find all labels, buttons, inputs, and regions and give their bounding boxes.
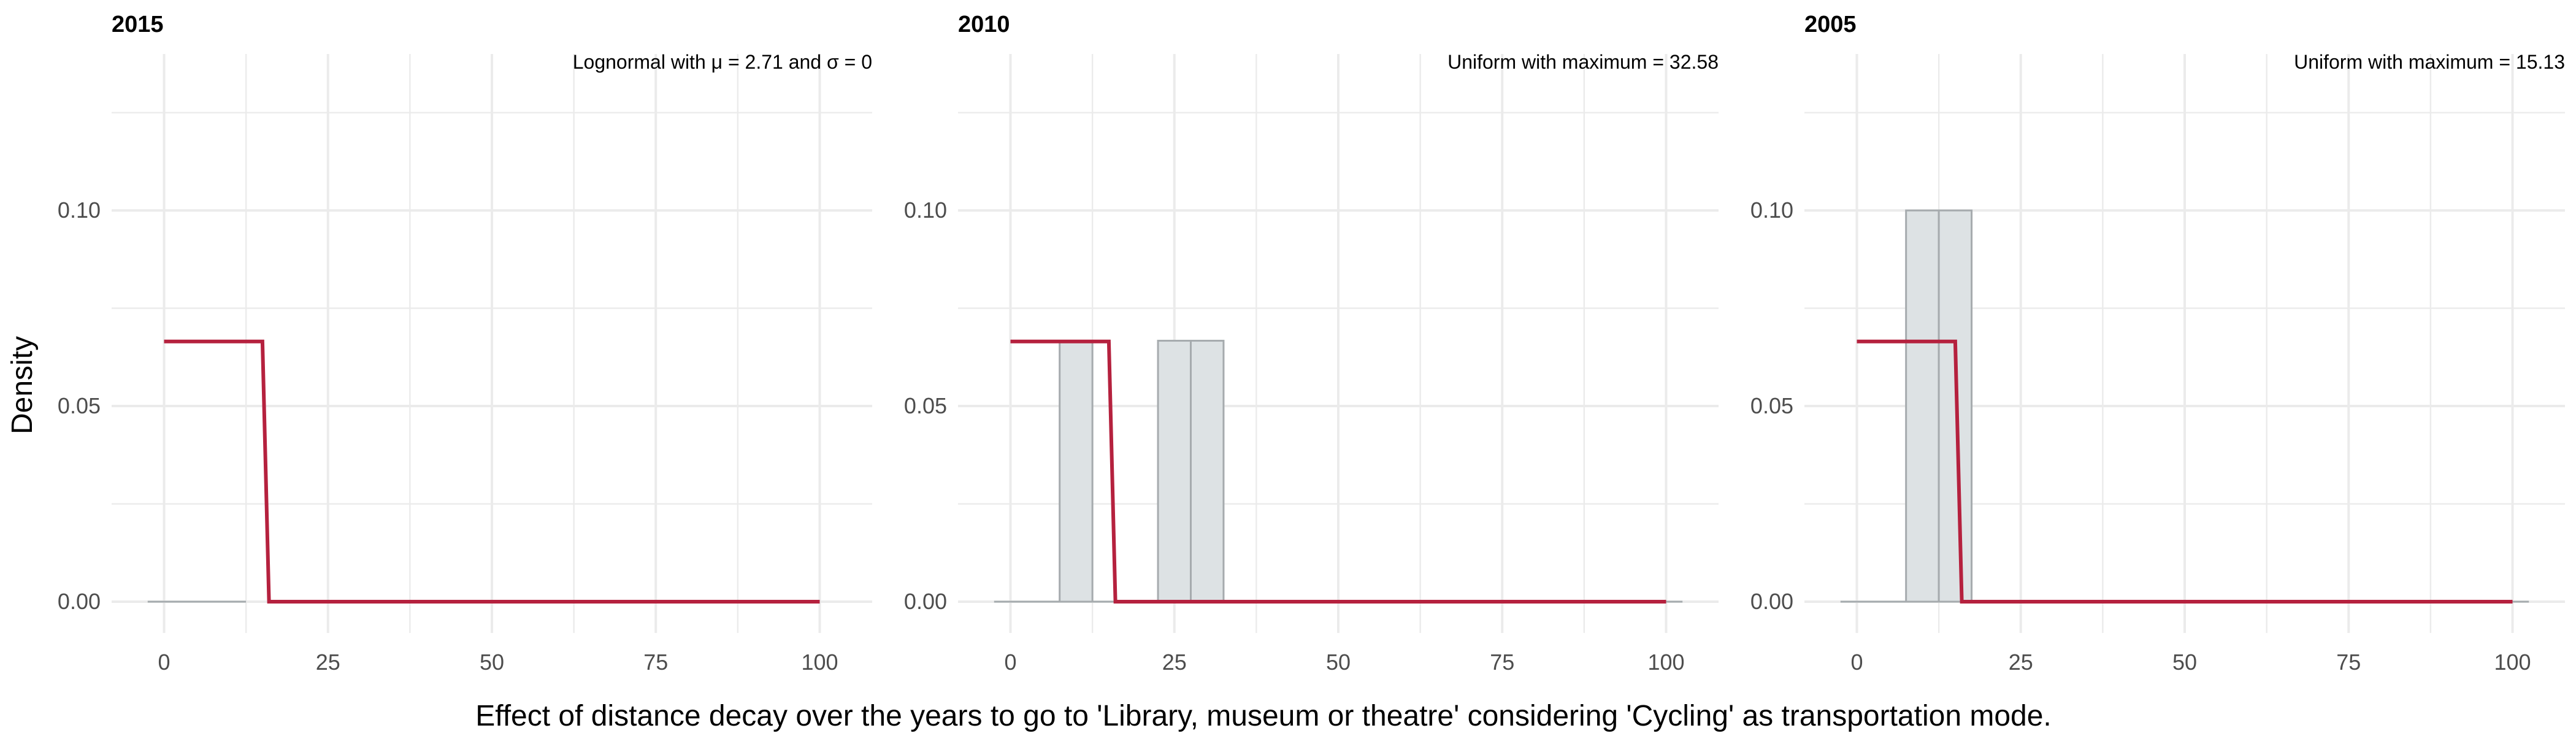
density-curve: [164, 339, 820, 604]
x-tick-label: 100: [1647, 650, 1684, 675]
y-tick-label: 0.05: [904, 393, 947, 418]
x-tick-label: 50: [2172, 650, 2197, 675]
y-axis-title: Density: [6, 336, 39, 434]
y-tick-label: 0.10: [1750, 197, 1793, 223]
panel-2005: 0 25 50 75 100 0.00 0.05 0.10 2005 Uniform with m…: [1750, 12, 2565, 675]
panel-annotation: Lognormal with μ = 2.71 and σ = 0: [573, 51, 872, 73]
histogram-bar: [1905, 209, 1940, 603]
histogram-bar: [1189, 340, 1225, 603]
panel-title: 2015: [112, 12, 164, 37]
x-tick-label: 25: [2009, 650, 2033, 675]
panel-2015: 0 25 50 75 100 0.00 0.05 0.10 2015 Lognormal with…: [58, 12, 872, 675]
x-tick-label: 50: [480, 650, 504, 675]
panels-group: 0 25 50 75 100 0.00 0.05 0.10 2015 Lognormal with…: [58, 12, 2565, 675]
density-curve: [1857, 339, 2513, 604]
panel-title: 2010: [958, 12, 1010, 37]
histogram-bar: [1157, 340, 1192, 603]
panel-annotation: Uniform with maximum = 32.58: [1447, 51, 1719, 73]
x-axis-title: Effect of distance decay over the years …: [475, 700, 2052, 732]
y-tick-label: 0.00: [1750, 589, 1793, 614]
y-tick-label: 0.10: [904, 197, 947, 223]
x-tick-label: 0: [1005, 650, 1017, 675]
x-tick-label: 100: [801, 650, 838, 675]
x-tick-label: 50: [1326, 650, 1351, 675]
y-tick-label: 0.05: [58, 393, 101, 418]
x-tick-label: 75: [1490, 650, 1514, 675]
y-tick-label: 0.10: [58, 197, 101, 223]
panel-title: 2005: [1804, 12, 1857, 37]
x-tick-label: 75: [2336, 650, 2361, 675]
y-tick-label: 0.05: [1750, 393, 1793, 418]
density-curve: [1010, 339, 1666, 604]
x-tick-label: 100: [2494, 650, 2531, 675]
x-tick-label: 0: [1851, 650, 1863, 675]
y-tick-label: 0.00: [58, 589, 101, 614]
x-tick-label: 25: [316, 650, 340, 675]
x-tick-label: 25: [1162, 650, 1187, 675]
histogram-bar: [1059, 340, 1094, 603]
panel-annotation: Uniform with maximum = 15.13: [2294, 51, 2565, 73]
x-tick-label: 0: [158, 650, 171, 675]
panel-2010: 0 25 50 75 100 0.00 0.05 0.10 2010 Uniform with m…: [904, 12, 1719, 675]
x-tick-label: 75: [643, 650, 668, 675]
y-tick-label: 0.00: [904, 589, 947, 614]
